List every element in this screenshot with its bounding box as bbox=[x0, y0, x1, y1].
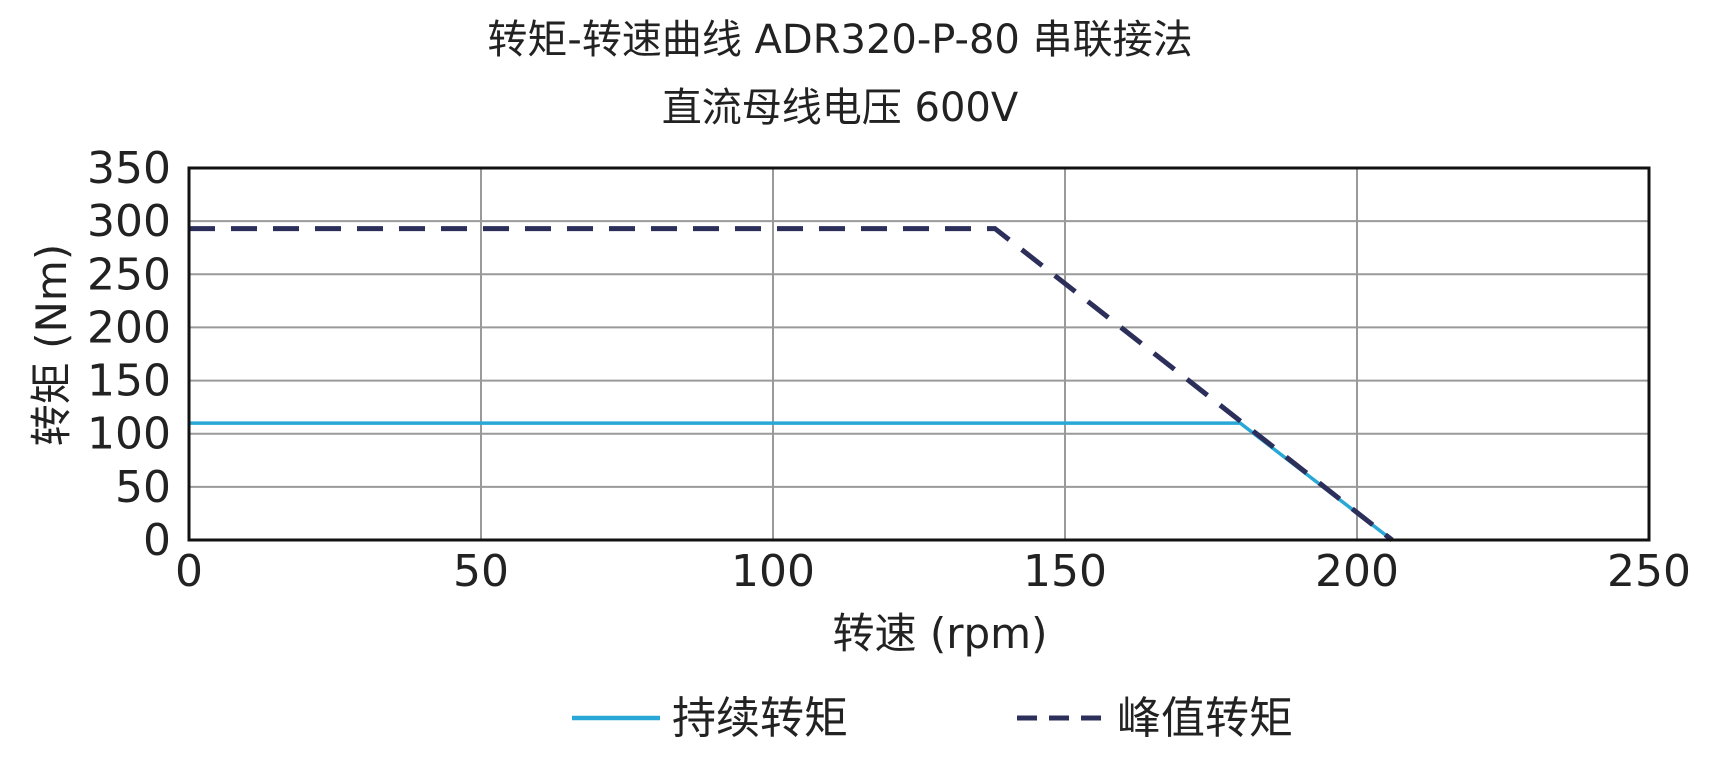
y-tick-label: 300 bbox=[87, 196, 171, 247]
series-line-continuous bbox=[189, 421, 1394, 542]
x-tick-label: 150 bbox=[1023, 546, 1107, 597]
y-tick-label: 350 bbox=[87, 143, 171, 194]
series-layer bbox=[189, 226, 1394, 542]
y-tick-label: 150 bbox=[87, 356, 171, 407]
y-tick-label: 50 bbox=[115, 462, 171, 513]
x-tick-label: 50 bbox=[453, 546, 509, 597]
grid-layer bbox=[188, 167, 1650, 541]
legend-label-peak: 峰值转矩 bbox=[1117, 693, 1293, 744]
x-tick-label: 250 bbox=[1607, 546, 1691, 597]
y-tick-label: 200 bbox=[87, 302, 171, 353]
x-axis-label: 转速 (rpm) bbox=[833, 609, 1048, 658]
series-line-peak bbox=[189, 226, 1394, 542]
y-tick-label: 0 bbox=[143, 515, 171, 566]
y-tick-label: 100 bbox=[87, 409, 171, 460]
y-axis-label: 转矩 (Nm) bbox=[27, 244, 76, 446]
x-tick-label: 0 bbox=[175, 546, 203, 597]
chart-subtitle: 直流母线电压 600V bbox=[662, 85, 1019, 131]
legend-label-continuous: 持续转矩 bbox=[672, 693, 848, 744]
legend: 持续转矩 峰值转矩 bbox=[572, 693, 1293, 744]
chart-title: 转矩-转速曲线 ADR320-P-80 串联接法 bbox=[487, 17, 1192, 63]
x-tick-label: 200 bbox=[1315, 546, 1399, 597]
y-tick-label: 250 bbox=[87, 249, 171, 300]
plot-frame bbox=[187, 166, 1651, 542]
x-tick-label: 100 bbox=[731, 546, 815, 597]
